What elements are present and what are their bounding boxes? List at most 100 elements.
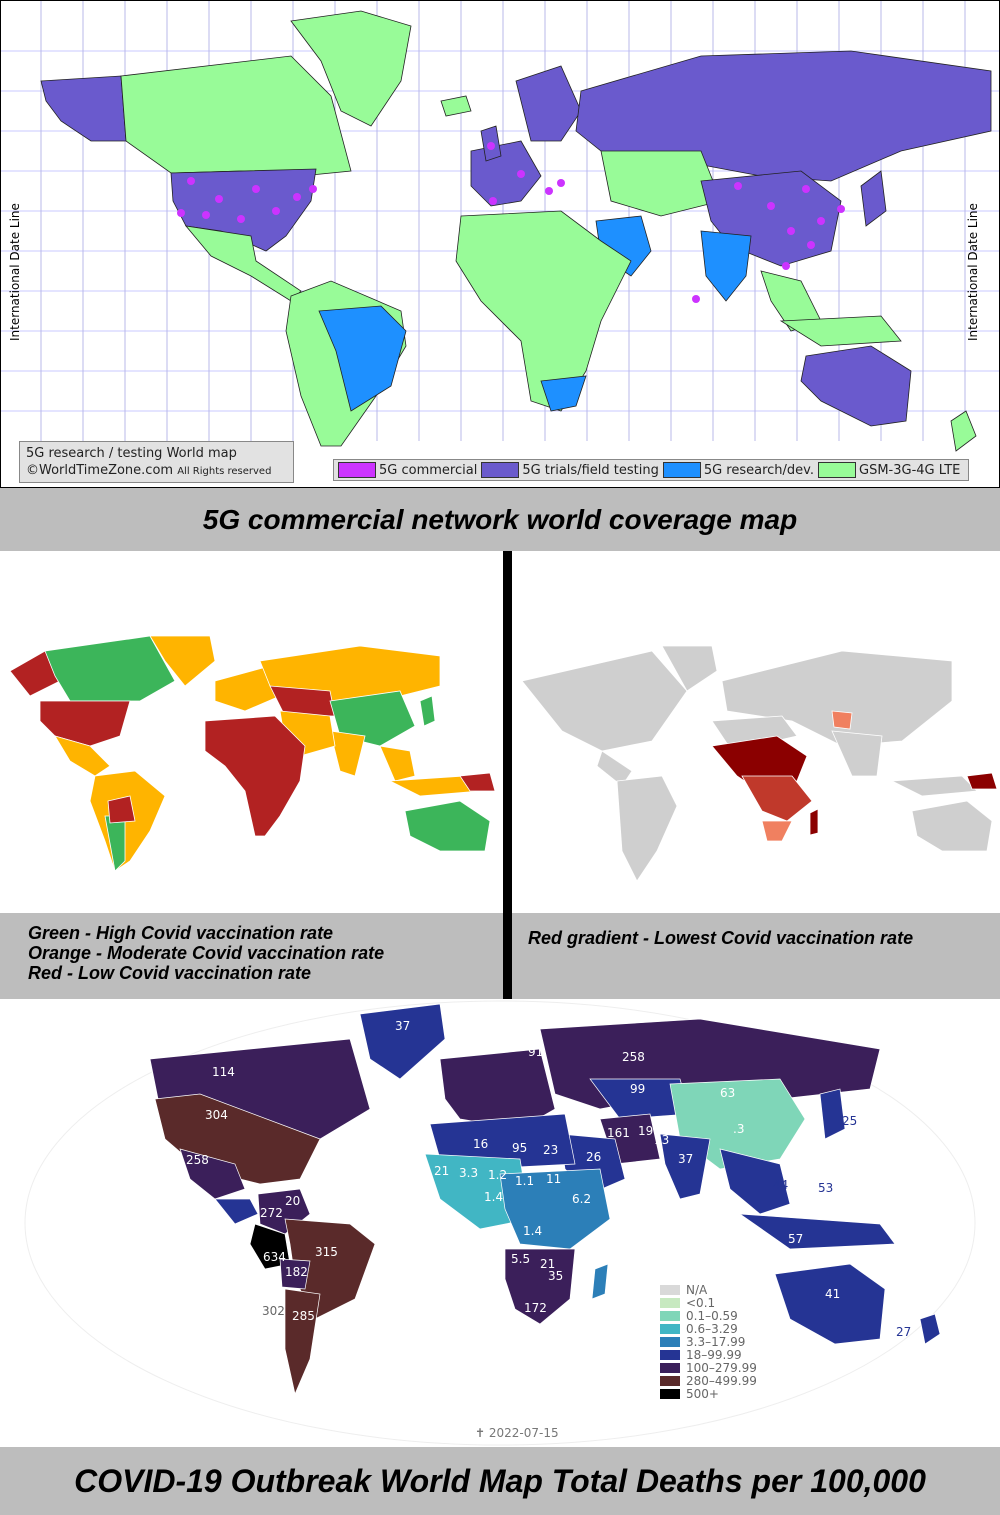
label-mongolia: 63 xyxy=(720,1086,735,1100)
vac-europe xyxy=(214,665,281,712)
credit-title: 5G research / testing World map xyxy=(26,446,237,461)
label-venezuela: 20 xyxy=(285,1194,300,1208)
greenland-shape xyxy=(290,10,412,127)
legend-label-trials: 5G trials/field testing xyxy=(522,462,659,478)
low-north-africa xyxy=(711,715,798,752)
low-afghanistan xyxy=(831,710,853,730)
label-australia: 41 xyxy=(825,1287,840,1301)
vac-india xyxy=(329,730,366,777)
legend-swatch-commercial xyxy=(338,462,376,478)
label-new-zealand: 27 xyxy=(896,1325,911,1339)
vaccination-caption-moderate: Orange - Moderate Covid vaccination rate xyxy=(28,943,385,963)
credit-site: ©WorldTimeZone.com xyxy=(26,463,174,478)
russia-shape xyxy=(575,50,992,182)
label-south-africa: 172 xyxy=(524,1301,547,1315)
map-5g-legend: 5G commercial 5G trials/field testing 5G… xyxy=(333,459,970,481)
indonesia-shape xyxy=(779,315,902,347)
label-zambia: 21 xyxy=(540,1257,555,1271)
legend-label-lte: GSM-3G-4G LTE xyxy=(859,462,961,478)
legend-label-research: 5G research/dev. xyxy=(703,462,814,478)
low-greenland xyxy=(661,645,718,692)
label-indonesia: 57 xyxy=(788,1232,803,1246)
covid-argentina xyxy=(284,1288,321,1396)
low-madagascar xyxy=(809,808,819,836)
covid-japan xyxy=(819,1088,846,1140)
label-libya: 95 xyxy=(512,1141,527,1155)
vac-png xyxy=(459,772,496,792)
credit-copyright: ©WorldTimeZone.com All Rights reserved xyxy=(26,462,287,480)
label-iran: 161 xyxy=(607,1126,630,1140)
covid-australia xyxy=(774,1263,886,1345)
scandinavia-shape xyxy=(515,65,582,142)
japan-shape xyxy=(860,170,887,227)
legend-label-commercial: 5G commercial xyxy=(379,462,478,478)
india-shape xyxy=(700,230,752,302)
covid-legend-lt01: <0.1 xyxy=(660,1296,757,1310)
lowest-vaccination-map-panel xyxy=(512,551,1000,913)
label-peru: 634 xyxy=(263,1250,286,1264)
canada-shape xyxy=(120,55,352,177)
credit-rights: All Rights reserved xyxy=(177,466,272,477)
australia-shape xyxy=(800,345,912,427)
covid-legend: N/A <0.1 0.1–0.59 0.6–3.29 3.3–17.99 18–… xyxy=(660,1283,757,1401)
label-greenland: 37 xyxy=(395,1019,410,1033)
label-vietnam: 44 xyxy=(773,1178,788,1192)
lowest-vaccination-caption: Red gradient - Lowest Covid vaccination … xyxy=(512,913,1000,999)
label-angola: 5.5 xyxy=(511,1252,530,1266)
label-brazil: 315 xyxy=(315,1245,338,1259)
new-zealand-shape xyxy=(950,410,977,452)
covid-madagascar xyxy=(591,1263,609,1300)
covid-central-america xyxy=(214,1198,259,1225)
legend-item-lte: GSM-3G-4G LTE xyxy=(818,462,960,478)
covid-indonesia xyxy=(738,1213,896,1250)
covid-deaths-map-graphic: 37 114 304 258 258 99 63 91 161 95 23 26… xyxy=(24,1000,976,1446)
covid-legend-01: 0.1–0.59 xyxy=(660,1309,757,1323)
vac-mexico xyxy=(54,735,111,777)
panel-divider xyxy=(503,551,512,999)
covid-value-labels: 37 114 304 258 258 99 63 91 161 95 23 26… xyxy=(186,1019,911,1339)
label-kazakhstan: 99 xyxy=(630,1082,645,1096)
covid-south-africa xyxy=(504,1248,576,1325)
vac-usa xyxy=(39,700,131,747)
legend-item-trials: 5G trials/field testing xyxy=(481,462,659,478)
lowest-vaccination-map-graphic xyxy=(521,645,998,882)
label-algeria: 16 xyxy=(473,1137,488,1151)
label-japan: 25 xyxy=(842,1114,857,1128)
vac-japan xyxy=(419,695,436,727)
vaccination-caption-low: Red - Low Covid vaccination rate xyxy=(28,963,312,983)
europe-west-shape xyxy=(470,140,542,207)
label-pakistan: 13 xyxy=(654,1133,669,1147)
label-colombia: 272 xyxy=(260,1206,283,1220)
low-indonesia xyxy=(890,775,978,797)
usa-shape xyxy=(170,168,317,252)
idl-right-label: International Date Line xyxy=(966,203,980,341)
central-asia-shape xyxy=(600,150,722,217)
label-russia: 258 xyxy=(622,1050,645,1064)
covid-legend-500: 500+ xyxy=(660,1387,757,1401)
map-credit-box: 5G research / testing World map ©WorldTi… xyxy=(19,441,294,483)
label-chad: 1.1 xyxy=(515,1174,534,1188)
label-drc: 1.4 xyxy=(523,1224,542,1238)
covid-nz xyxy=(919,1313,941,1345)
covid-legend-na: N/A xyxy=(660,1283,757,1297)
label-usa: 304 xyxy=(205,1108,228,1122)
covid-se-asia xyxy=(719,1148,791,1215)
vaccination-caption: Green - High Covid vaccination rate Oran… xyxy=(0,913,503,999)
covid-legend-06: 0.6–3.29 xyxy=(660,1322,757,1336)
legend-item-commercial: 5G commercial xyxy=(338,462,477,478)
map-5g-graphic: International Date Line International Da… xyxy=(1,1,999,452)
vac-china xyxy=(329,690,416,747)
label-philippines: 53 xyxy=(818,1181,833,1195)
covid-bolivia xyxy=(279,1258,311,1290)
brazil-shape xyxy=(318,305,407,412)
covid-deaths-map-panel: 37 114 304 258 258 99 63 91 161 95 23 26… xyxy=(0,999,1000,1447)
low-south-asia xyxy=(831,730,883,777)
covid-legend-280: 280–499.99 xyxy=(660,1374,757,1388)
covid-legend-33: 3.3–17.99 xyxy=(660,1335,757,1349)
label-niger: 1.2 xyxy=(488,1168,507,1182)
covid-north-africa xyxy=(429,1113,576,1170)
caption-5g: 5G commercial network world coverage map xyxy=(0,488,1000,551)
label-ethiopia: 6.2 xyxy=(572,1192,591,1206)
vaccination-caption-high: Green - High Covid vaccination rate xyxy=(28,923,334,943)
covid-mexico xyxy=(179,1148,246,1200)
